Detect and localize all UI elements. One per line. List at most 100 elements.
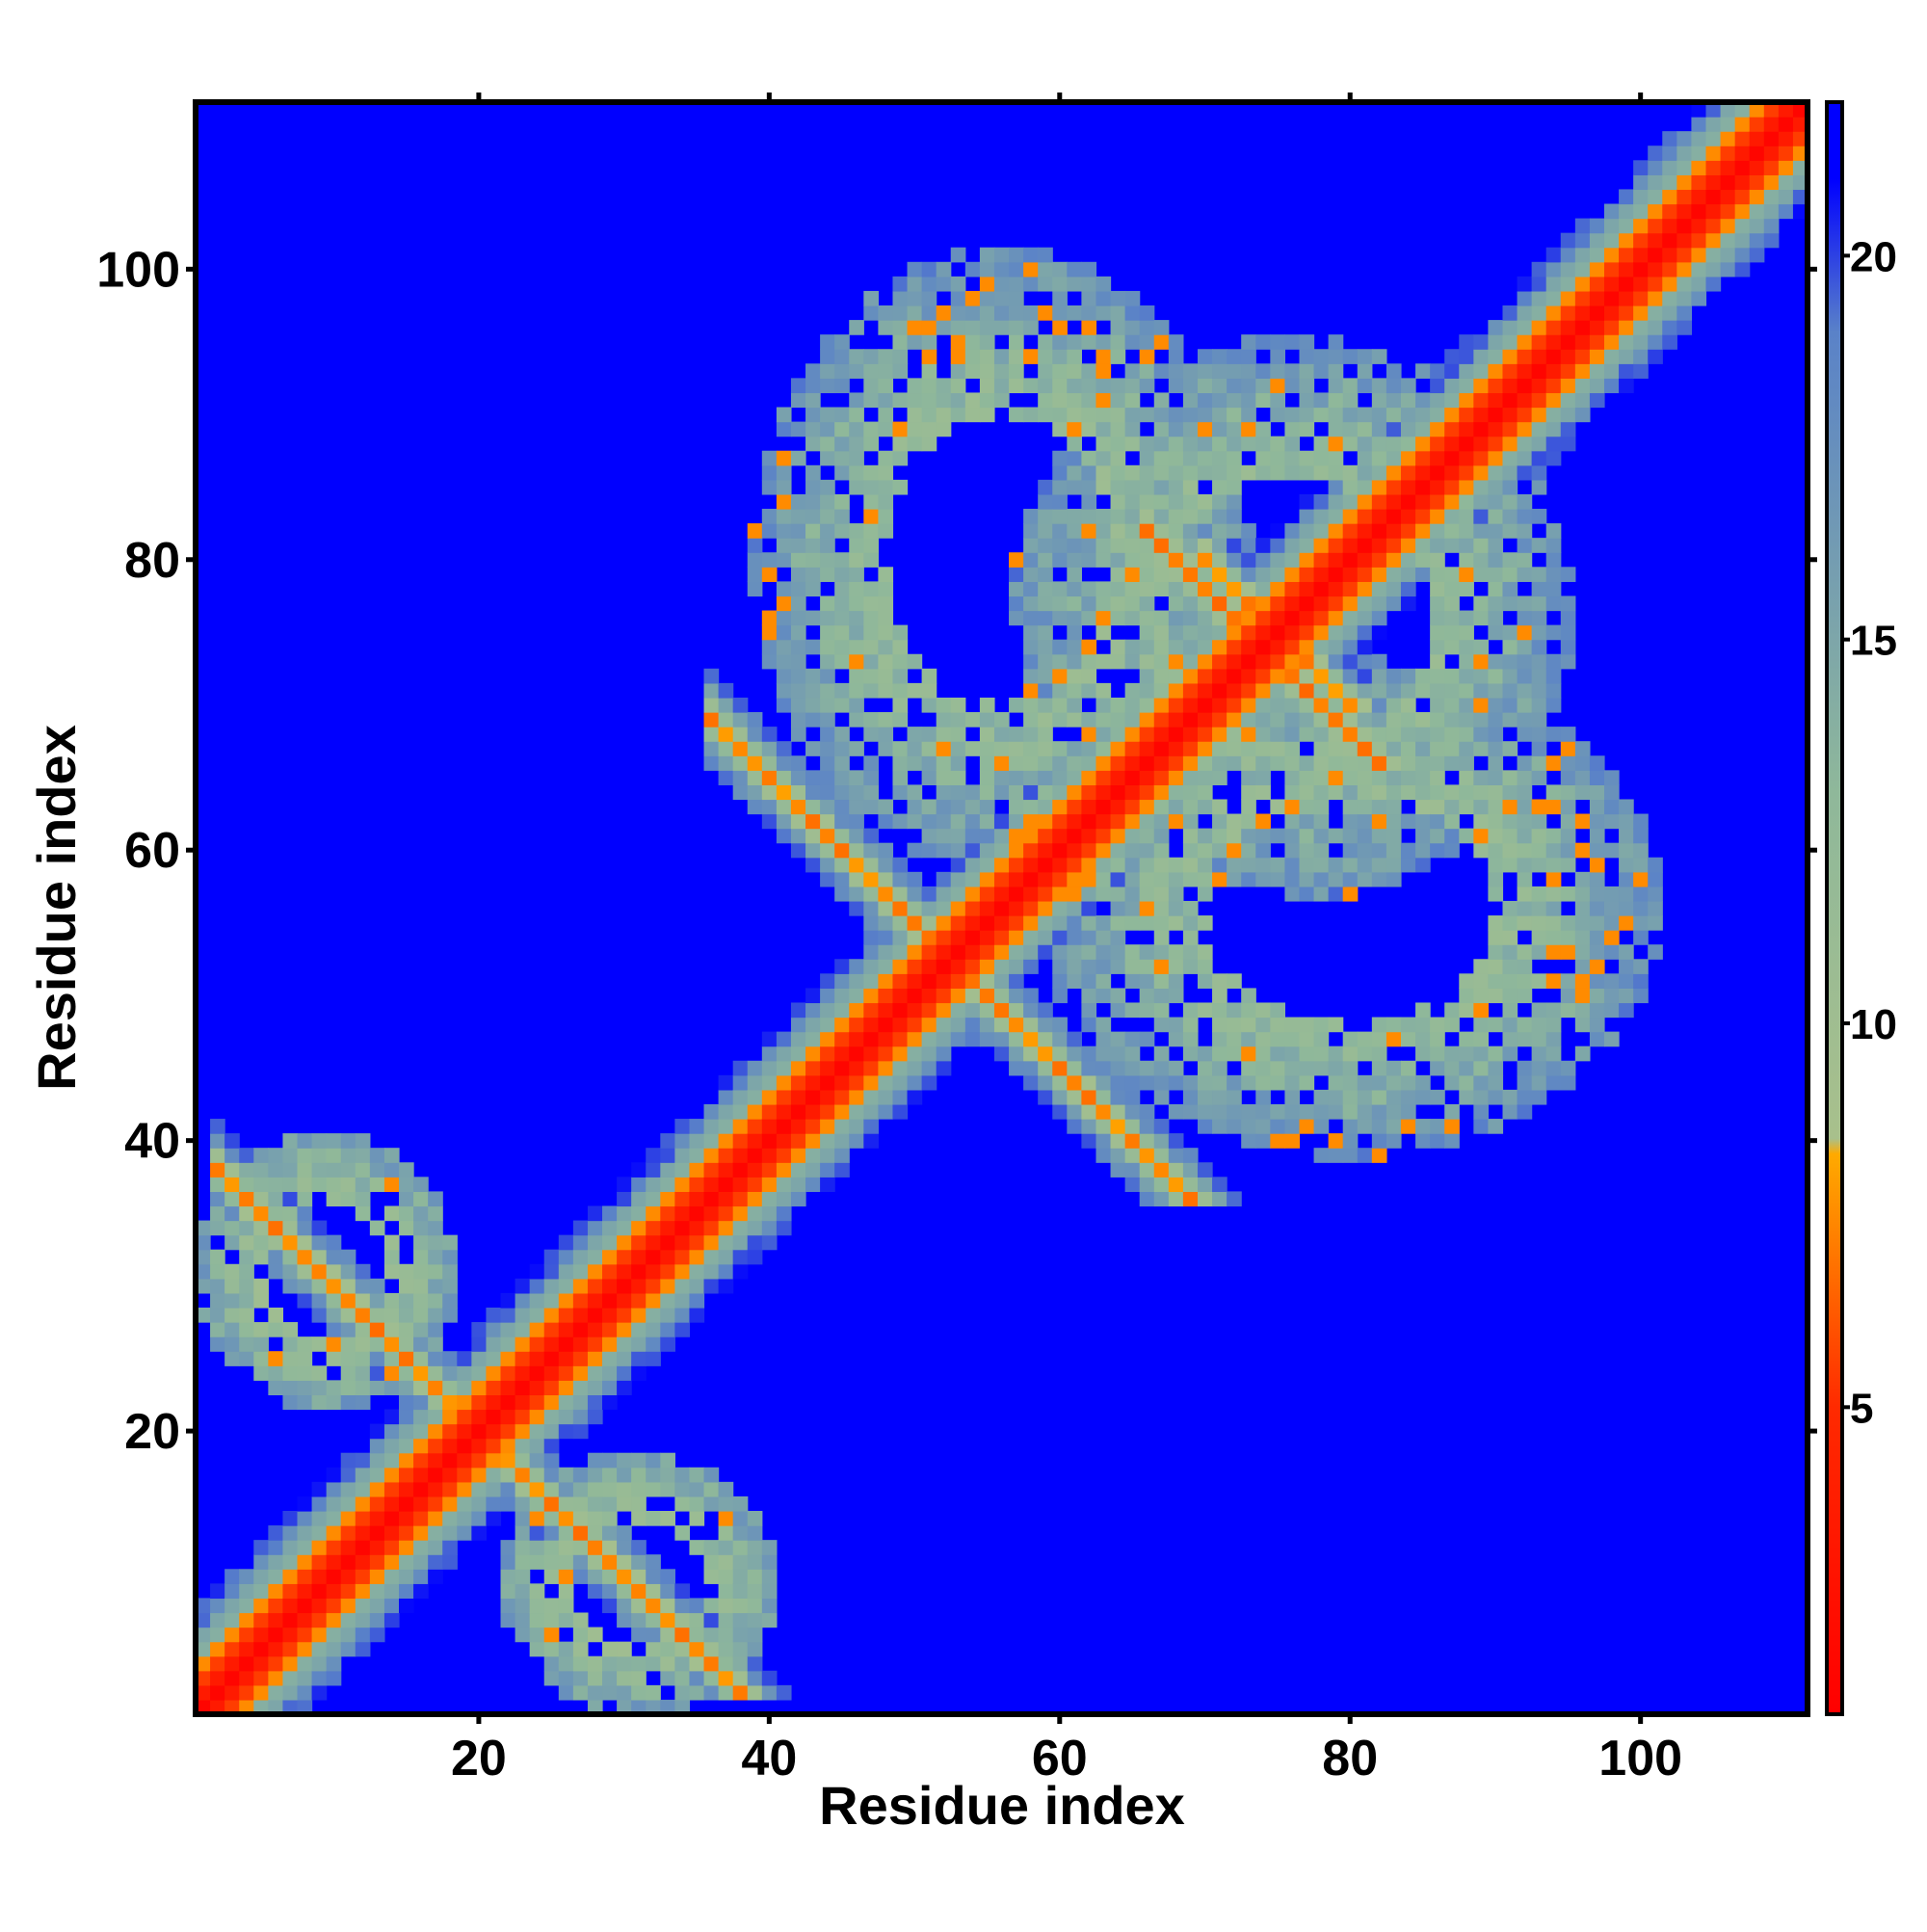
heatmap-cell bbox=[529, 1598, 545, 1614]
heatmap-cell bbox=[1081, 305, 1097, 321]
heatmap-cell bbox=[1459, 407, 1474, 423]
heatmap-cell bbox=[1662, 189, 1677, 205]
heatmap-cell bbox=[1241, 552, 1256, 568]
heatmap-cell bbox=[1473, 479, 1490, 495]
heatmap-cell bbox=[1081, 930, 1097, 945]
heatmap-cell bbox=[979, 799, 995, 815]
heatmap-cell bbox=[1023, 305, 1039, 321]
heatmap-cell bbox=[1168, 1074, 1184, 1091]
heatmap-cell bbox=[1459, 509, 1474, 524]
heatmap-cell bbox=[1212, 653, 1227, 670]
heatmap-cell bbox=[253, 1234, 269, 1251]
heatmap-cell bbox=[1255, 1002, 1271, 1019]
heatmap-cell bbox=[1763, 189, 1780, 205]
heatmap-cell bbox=[587, 1394, 603, 1411]
heatmap-cell bbox=[747, 799, 763, 815]
heatmap-cell bbox=[1241, 1060, 1256, 1076]
heatmap-cell bbox=[1444, 493, 1460, 510]
heatmap-cell bbox=[239, 1205, 254, 1222]
heatmap-cell bbox=[1009, 1031, 1024, 1047]
heatmap-cell bbox=[979, 349, 995, 364]
heatmap-cell bbox=[1299, 842, 1315, 859]
heatmap-cell bbox=[1459, 464, 1474, 481]
heatmap-cell bbox=[253, 1569, 269, 1584]
heatmap-cell bbox=[631, 1249, 647, 1265]
heatmap-cell bbox=[1734, 174, 1751, 191]
heatmap-cell bbox=[369, 1307, 385, 1323]
heatmap-cell bbox=[776, 610, 792, 626]
heatmap-cell bbox=[1560, 727, 1576, 742]
heatmap-cell bbox=[1270, 523, 1285, 539]
heatmap-cell bbox=[282, 1133, 299, 1149]
heatmap-cell bbox=[572, 1641, 589, 1657]
heatmap-cell bbox=[820, 813, 835, 830]
heatmap-cell bbox=[1560, 770, 1576, 785]
heatmap-cell bbox=[282, 1684, 299, 1701]
heatmap-cell bbox=[1095, 290, 1112, 306]
heatmap-cell bbox=[790, 1017, 806, 1033]
heatmap-cell bbox=[892, 900, 909, 916]
heatmap-cell bbox=[863, 1103, 879, 1120]
heatmap-cell bbox=[572, 1234, 589, 1251]
heatmap-cell bbox=[1400, 1031, 1416, 1047]
heatmap-cell bbox=[1197, 349, 1213, 364]
heatmap-cell bbox=[1038, 886, 1053, 902]
heatmap-cell bbox=[703, 1103, 720, 1120]
heatmap-cell bbox=[500, 1612, 516, 1628]
heatmap-cell bbox=[878, 624, 894, 641]
heatmap-cell bbox=[805, 1162, 821, 1178]
heatmap-cell bbox=[1778, 131, 1794, 146]
heatmap-cell bbox=[1110, 900, 1126, 916]
heatmap-cell bbox=[1052, 842, 1068, 859]
heatmap-cell bbox=[224, 1699, 240, 1715]
heatmap-cell bbox=[921, 682, 937, 699]
heatmap-cell bbox=[1342, 1148, 1359, 1163]
heatmap-cell bbox=[1153, 755, 1170, 771]
heatmap-cell bbox=[805, 378, 821, 394]
heatmap-cell bbox=[921, 930, 937, 945]
heatmap-cell bbox=[921, 290, 937, 306]
heatmap-cell bbox=[558, 1380, 574, 1396]
heatmap-cell bbox=[399, 1583, 414, 1600]
heatmap-cell bbox=[718, 1089, 734, 1105]
heatmap-cell bbox=[1633, 247, 1649, 263]
heatmap-cell bbox=[1778, 146, 1794, 161]
heatmap-cell bbox=[558, 1670, 574, 1686]
heatmap-cell bbox=[703, 1495, 720, 1512]
heatmap-cell bbox=[1488, 988, 1504, 1004]
heatmap-cell bbox=[1168, 1191, 1184, 1207]
heatmap-cell bbox=[1371, 842, 1387, 859]
heatmap-cell bbox=[1386, 727, 1402, 742]
heatmap-cell bbox=[529, 1351, 545, 1366]
heatmap-cell bbox=[1400, 479, 1416, 495]
heatmap-cell bbox=[1720, 261, 1736, 278]
heatmap-cell bbox=[950, 334, 966, 350]
heatmap-cell bbox=[602, 1452, 618, 1469]
heatmap-cell bbox=[297, 1554, 313, 1570]
heatmap-cell bbox=[1589, 363, 1605, 379]
heatmap-cell bbox=[297, 1162, 313, 1178]
heatmap-cell bbox=[1430, 1031, 1445, 1047]
heatmap-cell bbox=[1560, 799, 1576, 815]
heatmap-cell bbox=[297, 1684, 313, 1701]
heatmap-cell bbox=[1545, 290, 1562, 306]
heatmap-cell bbox=[718, 1612, 734, 1628]
heatmap-cell bbox=[631, 1583, 647, 1600]
heatmap-cell bbox=[1124, 828, 1141, 844]
heatmap-cell bbox=[1197, 668, 1213, 684]
heatmap-cell bbox=[1328, 857, 1344, 873]
heatmap-cell bbox=[1124, 770, 1141, 785]
heatmap-cell bbox=[399, 1351, 414, 1366]
heatmap-cell bbox=[369, 1423, 385, 1440]
heatmap-cell bbox=[210, 1177, 225, 1192]
heatmap-cell bbox=[1255, 741, 1271, 756]
heatmap-cell bbox=[1473, 1103, 1490, 1120]
heatmap-cell bbox=[1357, 363, 1373, 379]
heatmap-cell bbox=[326, 1263, 342, 1280]
heatmap-cell bbox=[1517, 828, 1533, 844]
heatmap-cell bbox=[1197, 493, 1213, 510]
heatmap-cell bbox=[1313, 1103, 1330, 1120]
heatmap-cell bbox=[1676, 146, 1693, 161]
heatmap-cell bbox=[500, 1569, 516, 1584]
heatmap-cell bbox=[587, 1249, 603, 1265]
